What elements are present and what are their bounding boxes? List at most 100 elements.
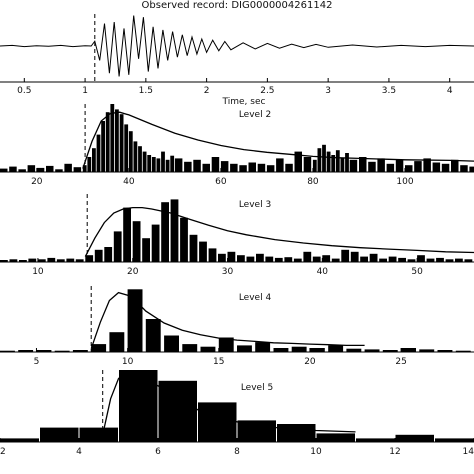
level-3-bar <box>218 253 226 262</box>
level-3-bar <box>75 259 84 262</box>
level-2-bar <box>96 134 101 172</box>
level-4-bar <box>218 337 234 352</box>
level-2-bar <box>73 167 82 172</box>
level-2-bar <box>220 161 229 172</box>
level-2-bar <box>368 161 376 172</box>
level-2-tick-label: 20 <box>31 177 43 187</box>
level-2-title: Level 2 <box>239 110 271 120</box>
level-2-bar <box>405 165 413 172</box>
level-3-bar <box>142 238 150 262</box>
level-3-bars <box>0 199 473 262</box>
level-4-title: Level 4 <box>239 293 272 303</box>
level-3-bar <box>9 259 18 262</box>
level-3-bar <box>426 258 435 262</box>
level-2-tick-label: 80 <box>307 177 319 187</box>
level-2-bar <box>248 162 256 172</box>
level-2-bar <box>377 158 385 172</box>
level-2-bar <box>9 166 17 172</box>
level-3-bar <box>132 221 141 262</box>
level-3-bar <box>388 256 397 262</box>
level-3-bar <box>436 257 444 262</box>
level-4-bar <box>328 345 344 352</box>
level-2-bar <box>335 150 340 172</box>
level-4-bar <box>18 350 34 352</box>
level-3-bar <box>237 255 245 262</box>
level-3-bar <box>161 202 169 262</box>
level-4-bar <box>145 319 161 352</box>
level-4-bar <box>0 350 15 352</box>
level-5-bar <box>237 420 276 442</box>
level-3-tick-label: 20 <box>127 267 139 277</box>
level-4-tick-label: 25 <box>395 357 406 367</box>
level-3-title: Level 3 <box>239 200 271 210</box>
level-3-bar <box>274 257 283 262</box>
level-4-bar <box>127 289 143 352</box>
level-2-bar <box>423 158 431 172</box>
level-3-bar <box>455 258 463 262</box>
level-3-bar <box>331 258 340 262</box>
level-4-bar <box>91 344 107 352</box>
level-2-bar <box>151 157 156 172</box>
level-2-bar <box>64 163 72 172</box>
level-2-bar <box>119 114 124 172</box>
level-2-bar <box>0 168 8 172</box>
level-3-panel: Level 3 10 20 30 40 50 <box>0 199 474 277</box>
level-4-panel: Level 4 5 10 15 20 25 <box>0 289 474 367</box>
level-3-bar <box>170 199 179 262</box>
level-2-bar <box>441 163 450 172</box>
level-5-bar <box>435 438 474 442</box>
level-3-bar <box>369 253 378 262</box>
level-2-bar <box>202 163 210 172</box>
level-3-tick-label: 40 <box>317 267 329 277</box>
level-3-bar <box>417 255 425 262</box>
waveform-trace <box>0 15 474 77</box>
level-4-bar <box>401 348 416 352</box>
level-2-tick-label: 40 <box>123 177 135 187</box>
level-3-bar <box>180 217 188 262</box>
level-5-bar <box>395 434 434 442</box>
level-4-tick-label: 15 <box>213 357 224 367</box>
level-3-bar <box>47 257 56 262</box>
level-2-bar <box>147 155 152 172</box>
level-2-bar <box>46 165 54 172</box>
level-2-bar <box>276 158 284 172</box>
level-3-bar <box>407 259 416 262</box>
level-2-bar <box>285 163 293 172</box>
level-2-tick-label: 60 <box>215 177 227 187</box>
level-3-bar <box>293 258 302 262</box>
onset-markers <box>84 14 104 442</box>
level-2-bar <box>345 153 349 172</box>
level-2-bar <box>386 163 395 172</box>
level-2-tick-label: 100 <box>396 177 413 187</box>
level-3-bar <box>151 224 160 262</box>
level-4-bar <box>419 349 435 352</box>
level-2-bar <box>156 158 161 172</box>
level-2-bar <box>312 159 317 172</box>
level-3-bar <box>66 258 75 262</box>
level-5-bar <box>79 427 118 442</box>
level-3-bar <box>341 249 350 262</box>
level-2-bar <box>317 148 322 172</box>
level-2-bar <box>257 163 266 172</box>
level-3-bar <box>379 258 387 262</box>
level-3-bar <box>37 259 46 262</box>
level-3-bar <box>104 247 113 262</box>
level-5-bar <box>277 424 316 442</box>
waveform-tick-label: 2 <box>204 86 210 96</box>
level-2-bar <box>230 163 238 172</box>
level-2-bar <box>211 157 220 172</box>
level-2-bar <box>124 124 129 172</box>
level-4-bar <box>255 342 271 352</box>
level-2-bar <box>294 151 302 172</box>
level-3-bar <box>85 255 94 262</box>
level-4-bar <box>54 350 70 352</box>
waveform-tick-label: 1 <box>82 86 88 96</box>
level-2-bar <box>165 159 170 172</box>
level-2-bar <box>326 151 331 172</box>
level-3-bar <box>0 260 8 262</box>
level-4-bar <box>36 350 52 352</box>
level-3-bar <box>312 256 321 262</box>
waveform-tick-label: 2.5 <box>260 86 274 96</box>
waveform-tick-label: 0.5 <box>17 86 31 96</box>
level-3-bar <box>208 248 217 262</box>
